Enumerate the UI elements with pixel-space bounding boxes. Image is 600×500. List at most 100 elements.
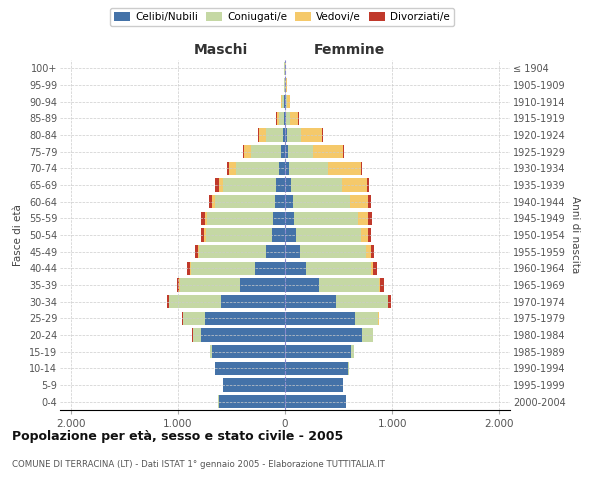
Bar — [371, 245, 374, 258]
Bar — [272, 228, 285, 241]
Bar — [285, 112, 286, 125]
Bar — [193, 328, 202, 342]
Bar — [290, 112, 298, 125]
Bar — [348, 362, 349, 375]
Bar — [273, 212, 285, 225]
Bar — [388, 295, 391, 308]
Bar — [285, 162, 289, 175]
Bar — [281, 145, 285, 158]
Bar — [285, 378, 343, 392]
Bar — [229, 162, 236, 175]
Bar — [285, 262, 307, 275]
Bar — [209, 195, 212, 208]
Bar — [223, 378, 285, 392]
Bar — [287, 128, 301, 141]
Bar — [278, 162, 285, 175]
Bar — [202, 212, 205, 225]
Bar — [361, 162, 362, 175]
Bar — [285, 295, 337, 308]
Bar — [236, 162, 278, 175]
Y-axis label: Fasce di età: Fasce di età — [13, 204, 23, 266]
Bar — [212, 345, 285, 358]
Bar — [204, 228, 206, 241]
Bar — [285, 328, 362, 342]
Bar — [285, 195, 293, 208]
Bar — [210, 345, 212, 358]
Bar — [307, 262, 371, 275]
Bar — [293, 195, 350, 208]
Bar — [266, 128, 283, 141]
Bar — [183, 312, 205, 325]
Bar — [294, 212, 358, 225]
Bar — [206, 228, 272, 241]
Bar — [285, 395, 346, 408]
Bar — [287, 145, 313, 158]
Bar — [205, 312, 285, 325]
Bar — [180, 278, 240, 291]
Bar — [198, 245, 199, 258]
Bar — [285, 145, 287, 158]
Bar — [190, 262, 191, 275]
Bar — [240, 278, 285, 291]
Bar — [291, 178, 343, 192]
Bar — [358, 212, 368, 225]
Bar — [275, 195, 285, 208]
Bar — [285, 362, 348, 375]
Bar — [285, 278, 319, 291]
Bar — [177, 278, 179, 291]
Bar — [259, 128, 266, 141]
Bar — [285, 345, 352, 358]
Bar — [281, 95, 283, 108]
Bar — [367, 245, 371, 258]
Bar — [251, 145, 281, 158]
Bar — [371, 262, 373, 275]
Bar — [221, 295, 285, 308]
Bar — [286, 78, 287, 92]
Bar — [300, 245, 367, 258]
Bar — [266, 245, 285, 258]
Bar — [195, 245, 198, 258]
Bar — [373, 262, 377, 275]
Y-axis label: Anni di nascita: Anni di nascita — [569, 196, 580, 274]
Bar — [343, 178, 367, 192]
Bar — [202, 328, 285, 342]
Text: Popolazione per età, sesso e stato civile - 2005: Popolazione per età, sesso e stato civil… — [12, 430, 343, 443]
Bar — [319, 278, 379, 291]
Bar — [380, 278, 383, 291]
Bar — [223, 178, 277, 192]
Bar — [227, 162, 229, 175]
Bar — [352, 345, 354, 358]
Bar — [355, 312, 378, 325]
Bar — [207, 212, 273, 225]
Bar — [255, 262, 285, 275]
Bar — [242, 145, 244, 158]
Bar — [286, 95, 287, 108]
Bar — [285, 178, 291, 192]
Text: Femmine: Femmine — [314, 42, 385, 56]
Bar — [368, 212, 372, 225]
Bar — [285, 245, 300, 258]
Bar — [284, 112, 285, 125]
Bar — [367, 228, 371, 241]
Bar — [283, 128, 285, 141]
Bar — [277, 178, 285, 192]
Bar — [328, 162, 361, 175]
Bar — [215, 178, 218, 192]
Bar — [202, 228, 204, 241]
Bar — [169, 295, 221, 308]
Text: Maschi: Maschi — [194, 42, 248, 56]
Bar — [343, 145, 344, 158]
Bar — [285, 228, 296, 241]
Bar — [337, 295, 388, 308]
Bar — [283, 95, 284, 108]
Bar — [362, 328, 373, 342]
Bar — [367, 195, 371, 208]
Bar — [361, 228, 367, 241]
Bar — [277, 112, 279, 125]
Bar — [287, 95, 290, 108]
Text: COMUNE DI TERRACINA (LT) - Dati ISTAT 1° gennaio 2005 - Elaborazione TUTTITALIA.: COMUNE DI TERRACINA (LT) - Dati ISTAT 1°… — [12, 460, 385, 469]
Bar — [285, 212, 294, 225]
Bar — [215, 195, 275, 208]
Bar — [367, 178, 369, 192]
Bar — [285, 312, 355, 325]
